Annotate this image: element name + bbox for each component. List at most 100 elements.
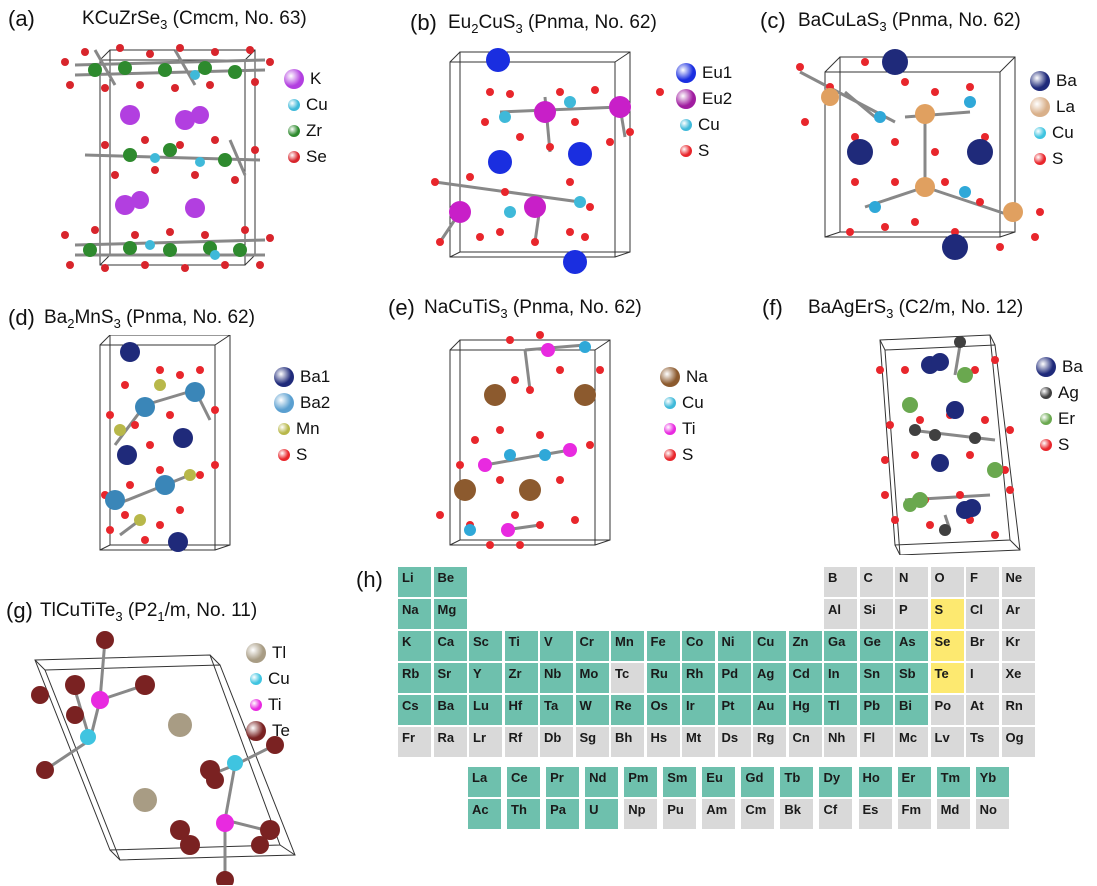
legend-label: S <box>698 141 710 160</box>
panel-label: (b) <box>410 10 437 35</box>
element-cell-pt: Pt <box>717 695 751 725</box>
legend-label: Cu <box>268 669 290 688</box>
legend-label: S <box>1058 435 1070 454</box>
element-cell-y: Y <box>469 663 502 693</box>
legend-label: Cu <box>1052 123 1074 142</box>
legend-label: Ag <box>1058 383 1079 402</box>
legend-item: Ti <box>660 416 708 442</box>
panel-label: (e) <box>388 295 415 320</box>
element-cell-tm: Tm <box>936 767 970 797</box>
element-cell-sb: Sb <box>895 663 928 693</box>
element-cell-ta: Ta <box>540 695 573 725</box>
element-cell-cm: Cm <box>741 799 775 829</box>
panel-title: KCuZrSe3 (Cmcm, No. 63) <box>82 8 307 32</box>
legend-label: K <box>310 69 322 88</box>
element-cell-os: Os <box>646 695 680 725</box>
crystal-structure-baagers3 <box>876 334 1021 555</box>
legend-item: Cu <box>1030 120 1077 146</box>
element-cell-tl: Tl <box>824 695 857 725</box>
element-cell-n: N <box>895 567 928 597</box>
legend: Tl Cu Ti Te <box>246 640 290 744</box>
element-cell-co: Co <box>682 631 715 661</box>
element-cell-o: O <box>930 567 964 597</box>
element-cell-la: La <box>468 767 501 797</box>
element-cell-er: Er <box>897 767 931 797</box>
legend: Eu1 Eu2 Cu S <box>676 60 732 164</box>
element-cell-db: Db <box>540 727 573 757</box>
element-cell-k: K <box>398 631 431 661</box>
panel-label: (d) <box>8 305 35 330</box>
element-cell-th: Th <box>507 799 541 829</box>
legend-item: S <box>1036 432 1083 458</box>
element-cell-zn: Zn <box>788 631 822 661</box>
legend-swatch <box>660 367 680 387</box>
element-cell-sm: Sm <box>663 767 697 797</box>
legend-label: S <box>682 445 694 464</box>
legend-swatch <box>278 449 290 461</box>
legend-item: Tl <box>246 640 290 666</box>
panel-label: (f) <box>762 295 783 320</box>
legend-item: Ag <box>1036 380 1083 406</box>
element-cell-tb: Tb <box>780 767 814 797</box>
legend-swatch <box>274 367 294 387</box>
element-cell-rb: Rb <box>398 663 431 693</box>
element-cell-fe: Fe <box>646 631 680 661</box>
element-cell-yb: Yb <box>975 767 1009 797</box>
element-cell-rf: Rf <box>504 727 538 757</box>
element-cell-bi: Bi <box>895 695 928 725</box>
element-cell-ac: Ac <box>468 799 501 829</box>
legend-swatch <box>664 449 676 461</box>
legend-label: Ti <box>682 419 696 438</box>
legend-label: Ba <box>1062 357 1083 376</box>
legend-item: Eu2 <box>676 86 732 112</box>
crystal-structure-ba2mns3 <box>99 335 231 552</box>
element-cell-lv: Lv <box>930 727 964 757</box>
element-cell-v: V <box>540 631 573 661</box>
element-cell-rn: Rn <box>1001 695 1035 725</box>
legend-label: Eu1 <box>702 63 733 82</box>
legend-label: Mn <box>296 419 320 438</box>
element-cell-tc: Tc <box>611 663 644 693</box>
element-cell-c: C <box>859 567 893 597</box>
element-cell-au: Au <box>753 695 786 725</box>
legend-swatch <box>664 397 676 409</box>
legend-item: Ba2 <box>274 390 330 416</box>
legend-swatch <box>1036 357 1056 377</box>
legend-item: Zr <box>284 118 328 144</box>
element-cell-gd: Gd <box>741 767 775 797</box>
legend-swatch <box>664 423 676 435</box>
element-cell-kr: Kr <box>1001 631 1035 661</box>
element-cell-fm: Fm <box>897 799 931 829</box>
panel-title: NaCuTiS3 (Pnma, No. 62) <box>424 297 642 321</box>
legend-item: Se <box>284 144 328 170</box>
element-cell-hf: Hf <box>504 695 538 725</box>
element-cell-na: Na <box>398 599 431 629</box>
legend-item: Cu <box>284 92 328 118</box>
element-cell-sc: Sc <box>469 631 502 661</box>
element-cell-b: B <box>824 567 857 597</box>
element-cell-lr: Lr <box>469 727 502 757</box>
legend-swatch <box>250 699 262 711</box>
element-cell-ge: Ge <box>859 631 893 661</box>
element-cell-ce: Ce <box>507 767 541 797</box>
legend-item: S <box>1030 146 1077 172</box>
legend-swatch <box>1040 413 1052 425</box>
legend-swatch <box>278 423 290 435</box>
legend-swatch <box>288 151 300 163</box>
element-cell-f: F <box>966 567 999 597</box>
element-cell-hg: Hg <box>788 695 822 725</box>
legend-label: Te <box>272 721 290 740</box>
legend-label: Se <box>306 147 327 166</box>
element-cell-cl: Cl <box>966 599 999 629</box>
element-cell-mo: Mo <box>575 663 609 693</box>
legend-label: Cu <box>306 95 328 114</box>
element-cell-al: Al <box>824 599 857 629</box>
element-cell-eu: Eu <box>702 767 736 797</box>
element-cell-ba: Ba <box>433 695 467 725</box>
element-cell-pr: Pr <box>546 767 580 797</box>
element-cell-bk: Bk <box>780 799 814 829</box>
element-cell-zr: Zr <box>504 663 538 693</box>
element-cell-pd: Pd <box>717 663 751 693</box>
element-cell-ds: Ds <box>717 727 751 757</box>
legend-swatch <box>1034 153 1046 165</box>
